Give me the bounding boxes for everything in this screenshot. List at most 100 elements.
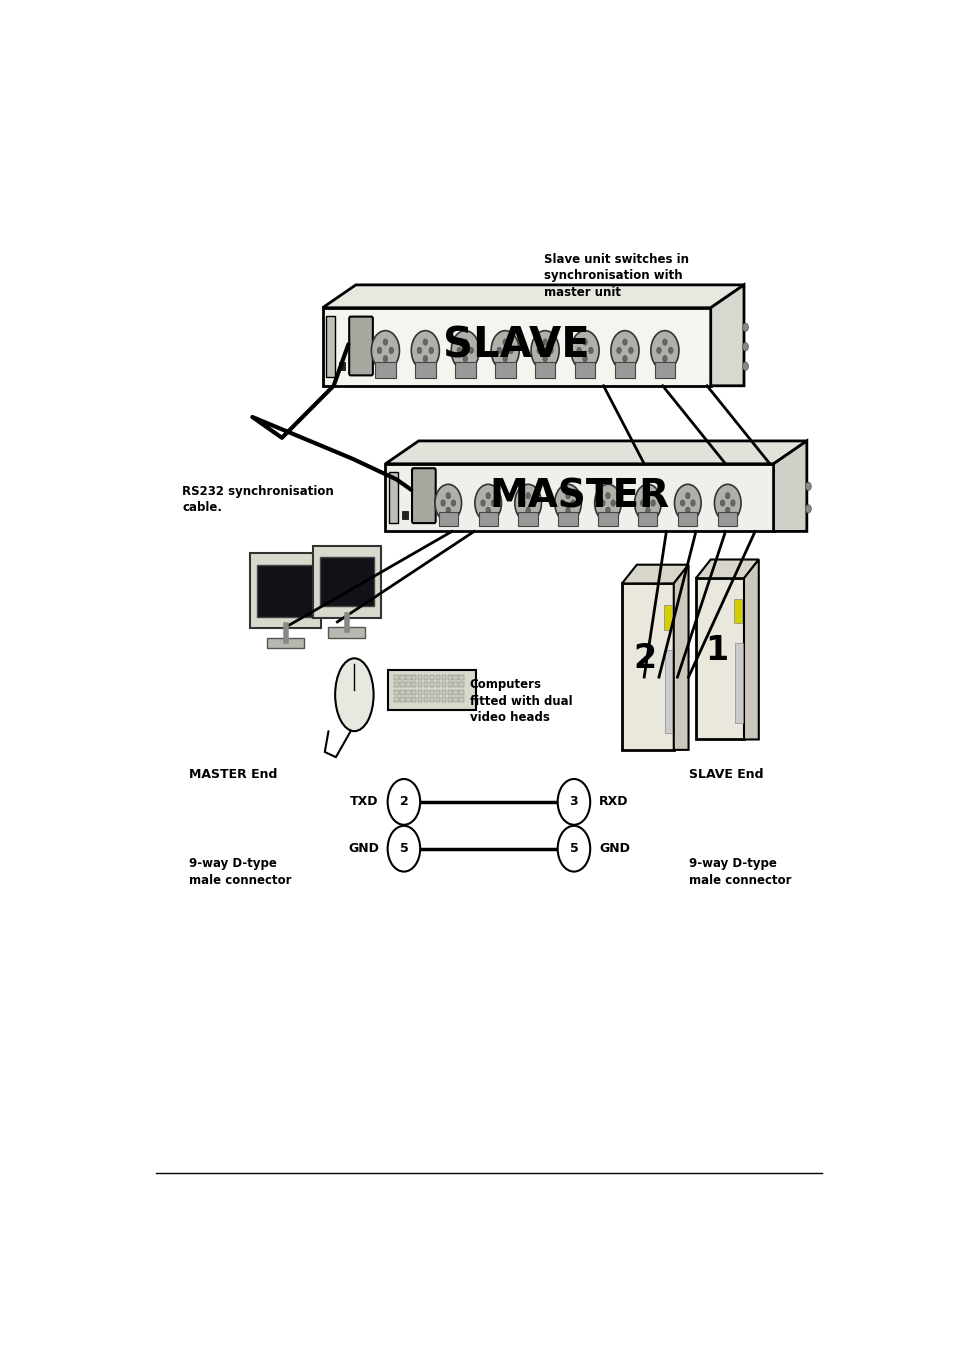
Circle shape [645,493,649,499]
FancyBboxPatch shape [436,689,439,694]
Circle shape [724,507,729,513]
FancyBboxPatch shape [326,316,335,377]
Circle shape [525,493,530,499]
FancyBboxPatch shape [518,512,537,526]
Circle shape [435,484,461,521]
Circle shape [571,331,598,370]
FancyBboxPatch shape [663,605,671,630]
FancyBboxPatch shape [478,512,497,526]
Text: 2: 2 [633,642,656,676]
FancyBboxPatch shape [436,682,439,688]
FancyBboxPatch shape [256,565,314,616]
Circle shape [588,347,593,354]
FancyBboxPatch shape [394,689,398,694]
Polygon shape [322,285,743,308]
FancyBboxPatch shape [459,682,463,688]
Circle shape [571,500,575,507]
FancyBboxPatch shape [349,316,373,376]
FancyBboxPatch shape [436,676,439,680]
Circle shape [389,347,394,354]
FancyBboxPatch shape [459,697,463,703]
FancyBboxPatch shape [678,512,697,526]
FancyBboxPatch shape [453,689,457,694]
Circle shape [440,500,445,507]
Circle shape [497,347,501,354]
FancyBboxPatch shape [453,682,457,688]
FancyBboxPatch shape [394,697,398,703]
FancyBboxPatch shape [406,676,410,680]
Circle shape [668,347,672,354]
FancyBboxPatch shape [638,512,657,526]
Circle shape [462,355,467,362]
Circle shape [600,500,604,507]
Polygon shape [673,565,688,750]
FancyBboxPatch shape [441,682,446,688]
Circle shape [741,362,748,370]
Circle shape [387,780,419,824]
Circle shape [582,339,587,346]
FancyBboxPatch shape [621,584,673,750]
Polygon shape [385,440,806,463]
Circle shape [446,493,450,499]
FancyBboxPatch shape [447,697,452,703]
FancyBboxPatch shape [417,682,422,688]
Circle shape [565,507,570,513]
Circle shape [451,331,478,370]
Circle shape [491,500,495,507]
Circle shape [383,355,387,362]
Text: Computers
fitted with dual
video heads: Computers fitted with dual video heads [469,678,572,724]
FancyBboxPatch shape [423,697,428,703]
Circle shape [685,493,689,499]
Circle shape [605,507,610,513]
Circle shape [485,507,490,513]
Text: Slave unit switches in
synchronisation with
master unit: Slave unit switches in synchronisation w… [544,253,689,299]
FancyBboxPatch shape [455,362,476,378]
Circle shape [542,355,547,362]
Circle shape [685,507,689,513]
FancyBboxPatch shape [718,512,737,526]
FancyBboxPatch shape [734,600,741,623]
FancyBboxPatch shape [417,676,422,680]
FancyBboxPatch shape [429,697,434,703]
FancyBboxPatch shape [406,689,410,694]
Polygon shape [743,559,758,739]
Text: SLAVE: SLAVE [443,324,589,366]
Circle shape [674,484,700,521]
Circle shape [650,331,679,370]
FancyBboxPatch shape [319,557,374,607]
Circle shape [411,331,439,370]
Circle shape [724,493,729,499]
Text: TXD: TXD [350,796,378,808]
FancyBboxPatch shape [400,676,404,680]
Circle shape [622,355,626,362]
Text: GND: GND [348,842,378,855]
Circle shape [462,339,467,346]
Circle shape [525,507,530,513]
FancyBboxPatch shape [412,676,416,680]
Circle shape [605,493,610,499]
FancyBboxPatch shape [429,689,434,694]
FancyBboxPatch shape [423,676,428,680]
Circle shape [520,500,524,507]
Circle shape [650,500,655,507]
Circle shape [508,347,513,354]
FancyBboxPatch shape [267,638,304,648]
Circle shape [617,347,620,354]
Circle shape [714,484,740,521]
Circle shape [531,331,558,370]
Circle shape [645,507,649,513]
Circle shape [480,500,485,507]
FancyBboxPatch shape [558,512,577,526]
FancyBboxPatch shape [447,689,452,694]
Circle shape [531,500,535,507]
Circle shape [423,355,427,362]
Circle shape [446,507,450,513]
Circle shape [515,484,541,521]
FancyBboxPatch shape [385,463,773,531]
Circle shape [582,355,587,362]
Circle shape [558,780,590,824]
FancyBboxPatch shape [654,362,675,378]
FancyBboxPatch shape [459,689,463,694]
Circle shape [537,347,541,354]
FancyBboxPatch shape [394,682,398,688]
